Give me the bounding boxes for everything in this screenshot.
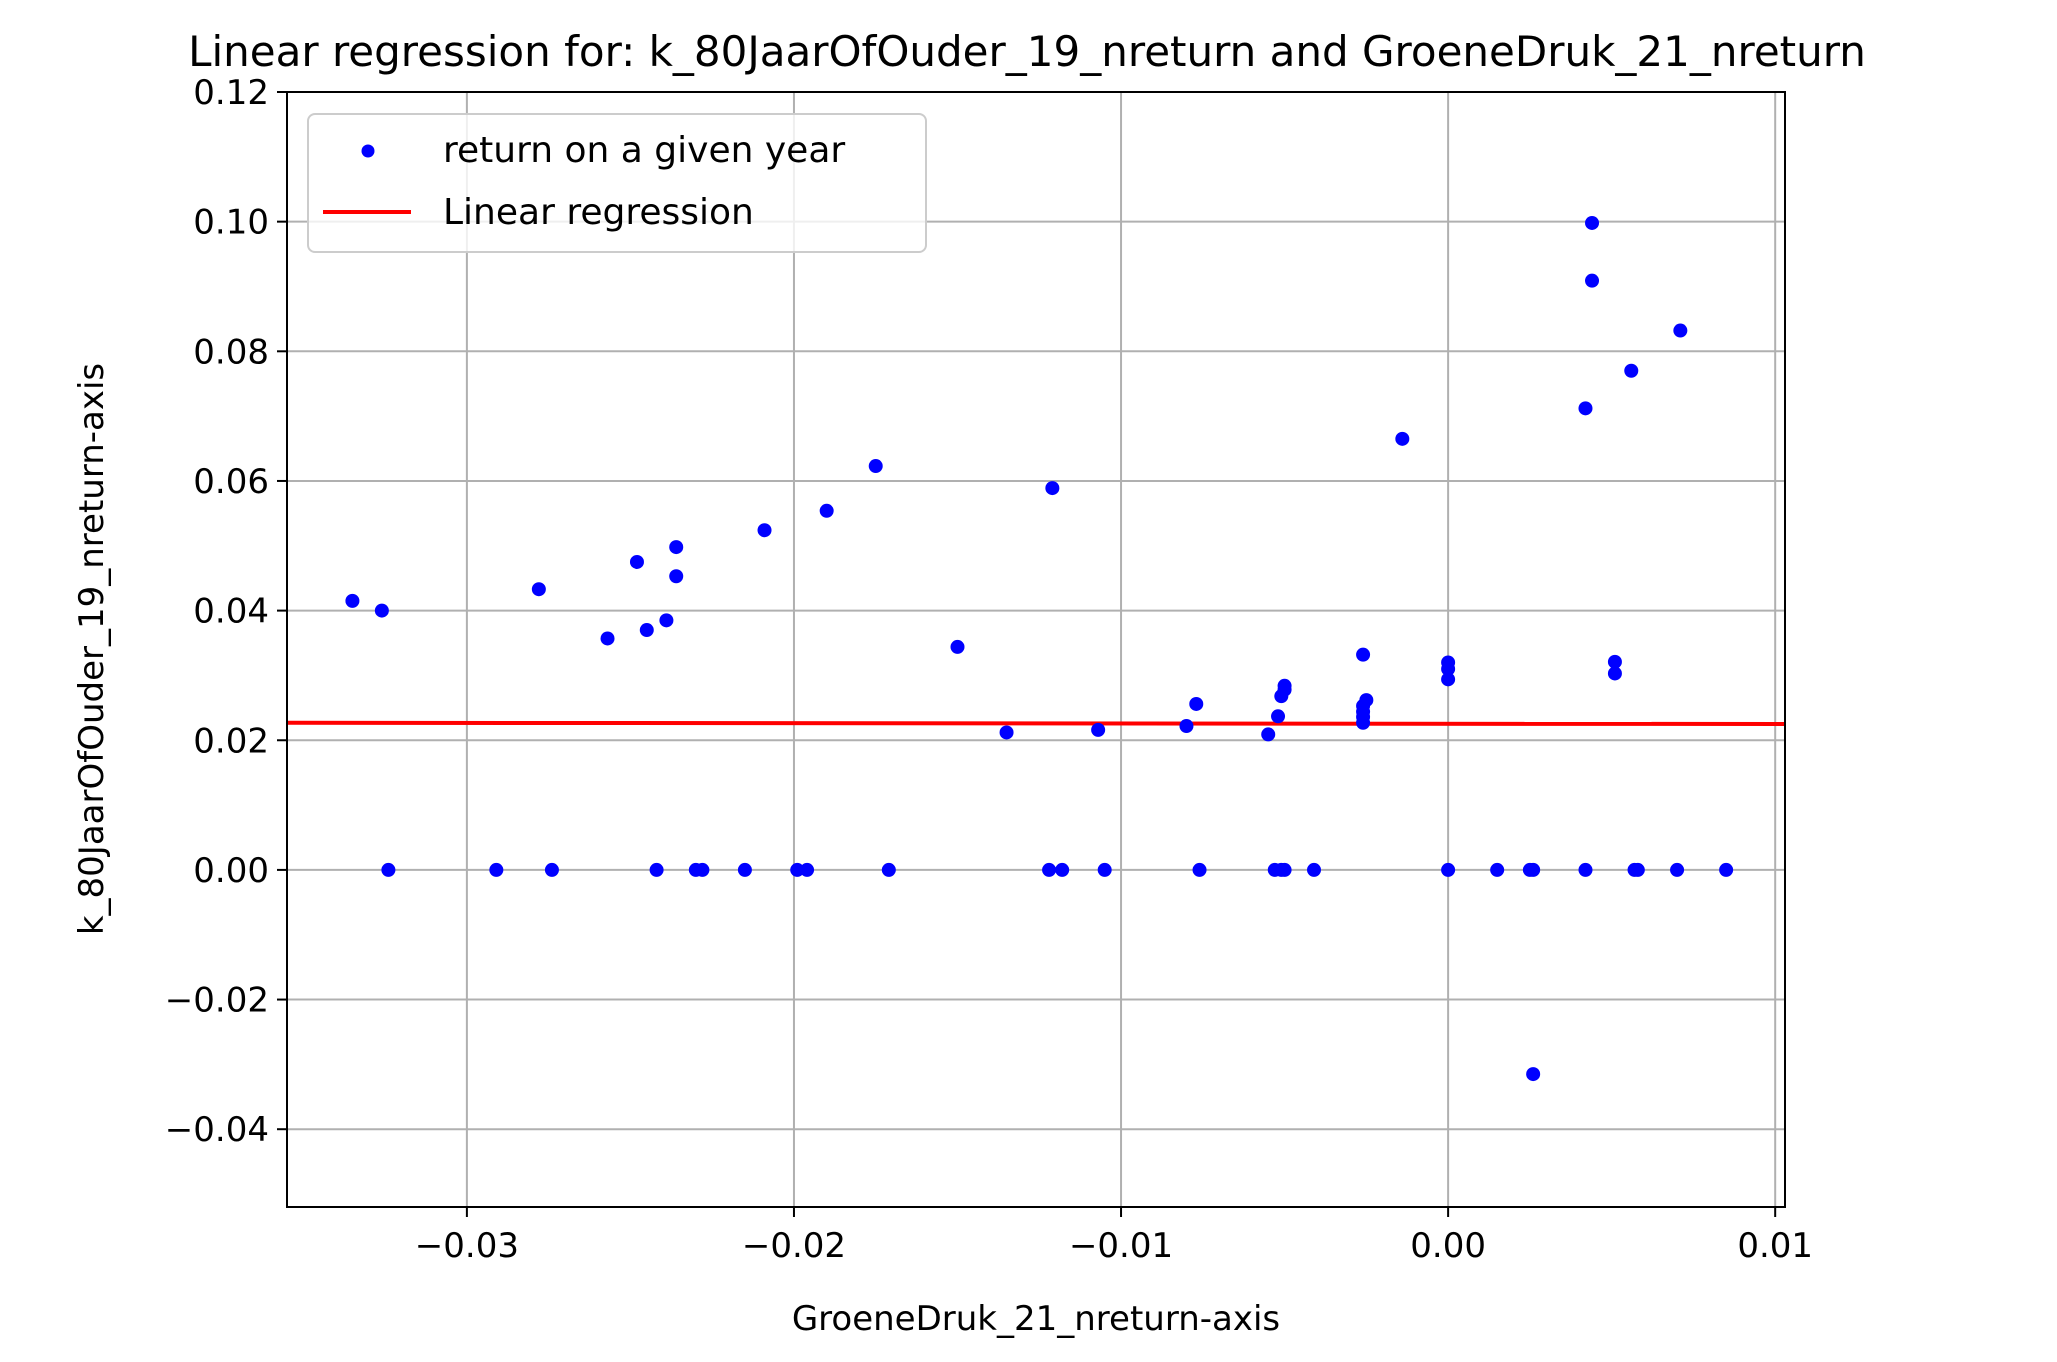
y-tick-label: −0.02	[165, 981, 269, 1021]
data-point	[1097, 862, 1112, 877]
x-axis-ticks: −0.03 −0.02 −0.01 0.00 0.01	[415, 1207, 1813, 1266]
data-point	[868, 459, 883, 474]
regression-line	[286, 720, 1786, 727]
plot-frame	[286, 91, 1786, 1208]
data-point	[1179, 718, 1194, 733]
x-tick-label: −0.02	[742, 1226, 846, 1266]
data-point	[649, 862, 664, 877]
data-point	[950, 639, 965, 654]
data-point	[1307, 862, 1322, 877]
y-tick-label: 0.08	[193, 332, 269, 372]
data-point	[1277, 862, 1292, 877]
data-point	[1526, 862, 1541, 877]
data-point	[1441, 862, 1456, 877]
data-point	[600, 631, 615, 646]
data-point	[1441, 655, 1456, 670]
data-point	[1042, 862, 1057, 877]
data-point	[381, 862, 396, 877]
data-point	[800, 862, 815, 877]
x-tick-label: −0.03	[415, 1226, 519, 1266]
legend: return on a given year Linear regression	[307, 113, 927, 253]
y-tick-label: 0.06	[193, 462, 269, 502]
data-point	[1271, 709, 1286, 724]
y-tick-label: −0.04	[165, 1110, 269, 1150]
data-point	[1490, 862, 1505, 877]
data-point	[1091, 722, 1106, 737]
data-point	[1192, 862, 1207, 877]
legend-marker-scatter	[361, 144, 375, 158]
data-point	[345, 593, 360, 608]
data-point	[374, 603, 389, 618]
data-point	[544, 862, 559, 877]
data-point	[1261, 727, 1276, 742]
y-axis-label: k_80JaarOfOuder_19_nreturn-axis	[72, 363, 112, 935]
data-point	[489, 862, 504, 877]
data-point	[639, 623, 654, 638]
data-point	[1189, 696, 1204, 711]
data-point	[1055, 862, 1070, 877]
data-point	[881, 862, 896, 877]
y-tick-label: 0.12	[193, 73, 269, 113]
y-tick-label: 0.00	[193, 851, 269, 891]
data-point	[531, 582, 546, 597]
x-axis-label: GroeneDruk_21_nreturn-axis	[792, 1299, 1280, 1339]
y-axis-ticks: −0.04 −0.02 0.00 0.02 0.04 0.06 0.08 0.10 0.12	[165, 73, 287, 1150]
data-point	[1585, 215, 1600, 230]
chart-title: Linear regression for: k_80JaarOfOuder_1…	[188, 27, 1866, 76]
data-point	[1673, 323, 1688, 338]
x-tick-label: 0.01	[1737, 1226, 1813, 1266]
data-point	[790, 862, 805, 877]
data-point	[1395, 431, 1410, 446]
x-tick-label: −0.01	[1069, 1226, 1173, 1266]
data-point	[1607, 654, 1622, 669]
data-point	[629, 554, 644, 569]
data-point	[1719, 862, 1734, 877]
y-tick-label: 0.04	[193, 592, 269, 632]
data-point	[757, 523, 772, 538]
data-point	[1045, 481, 1060, 496]
data-point	[1277, 678, 1292, 693]
data-point	[1607, 666, 1622, 681]
data-point	[1359, 693, 1374, 708]
x-tick-label: 0.00	[1410, 1226, 1486, 1266]
data-point	[1526, 1067, 1541, 1082]
data-point	[1578, 862, 1593, 877]
y-tick-label: 0.10	[193, 203, 269, 243]
y-tick-label: 0.02	[193, 721, 269, 761]
data-point	[737, 862, 752, 877]
scatter-points	[345, 215, 1734, 1082]
data-point	[669, 569, 684, 584]
data-point	[695, 862, 710, 877]
data-point	[1630, 862, 1645, 877]
data-point	[999, 725, 1014, 740]
legend-label-scatter: return on a given year	[443, 130, 845, 171]
data-point	[659, 613, 674, 628]
data-point	[669, 540, 684, 555]
data-point	[1585, 273, 1600, 288]
legend-box	[307, 113, 927, 253]
data-point	[1578, 401, 1593, 416]
legend-label-line: Linear regression	[443, 192, 754, 233]
regression-line-layer	[286, 720, 1786, 727]
data-point	[819, 503, 834, 518]
data-point	[1356, 647, 1371, 662]
data-point	[1441, 672, 1456, 687]
data-point	[1670, 862, 1685, 877]
data-point	[1624, 363, 1639, 378]
